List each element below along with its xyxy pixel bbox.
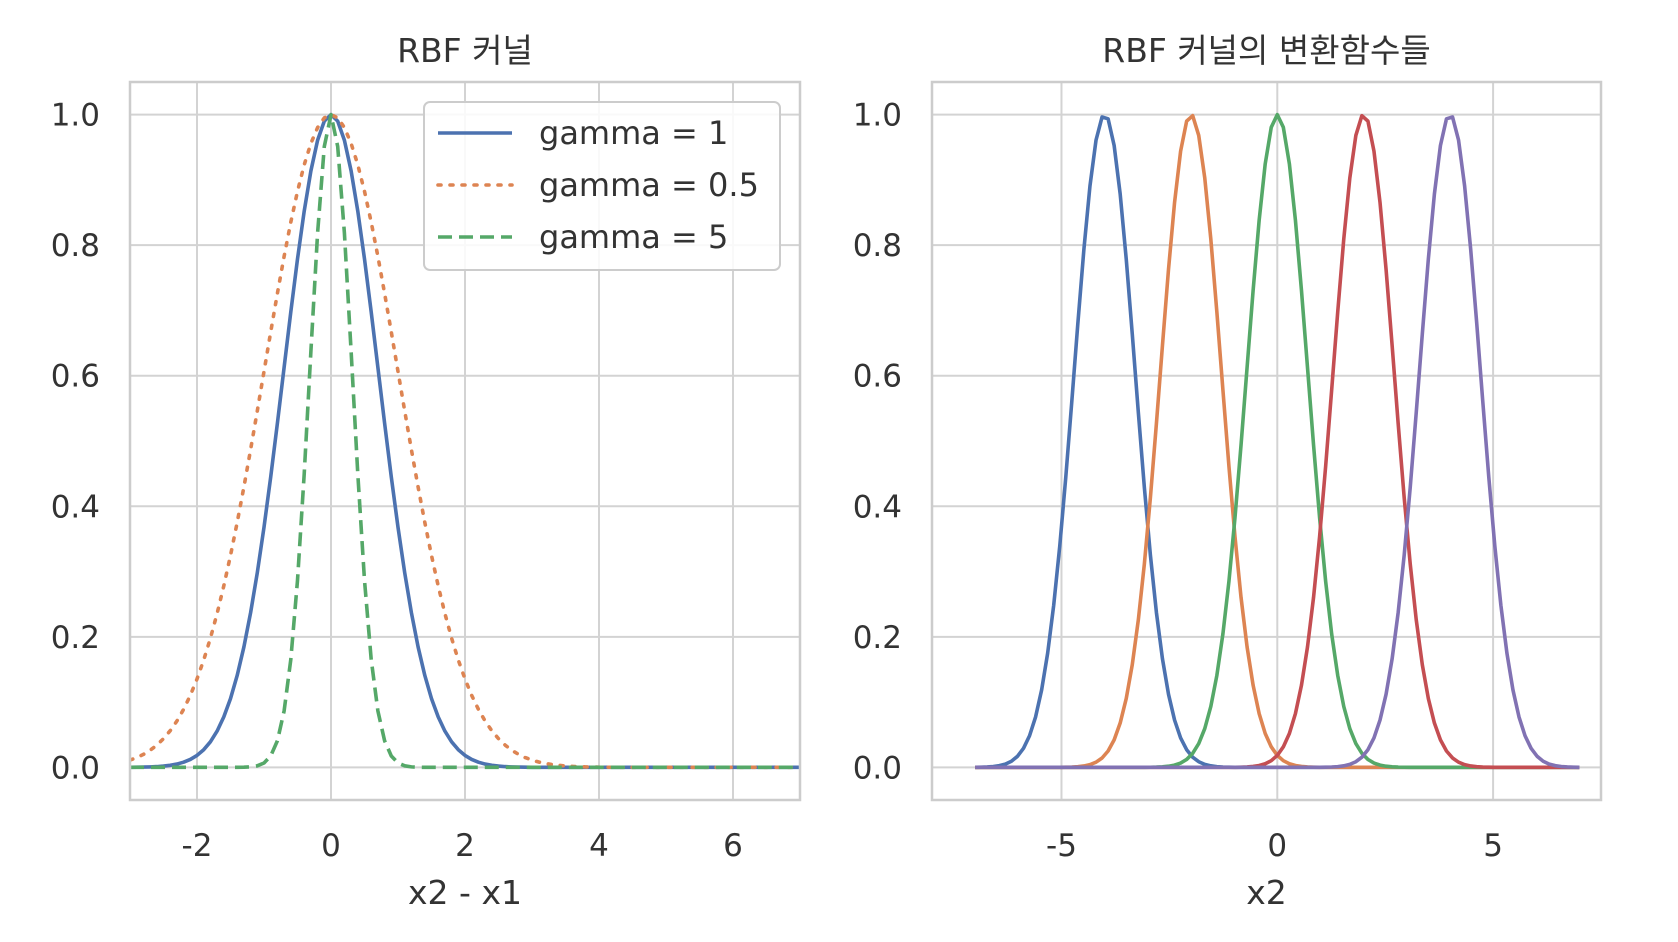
y-tick-label: 0.0	[51, 750, 100, 786]
y-tick-label: 0.4	[51, 489, 100, 525]
x-axis-label: x2	[1246, 873, 1287, 912]
chart-title: RBF 커널의 변환함수들	[1102, 31, 1430, 70]
legend-label: gamma = 1	[539, 114, 728, 152]
series-group	[130, 112, 800, 770]
chart-title: RBF 커널	[397, 31, 533, 70]
x-tick-label: 6	[723, 828, 743, 864]
left-chart-rbf-kernel: -2 0 2 4 6 0.0 0.2 0.4 0.6 0.8 1.0 RBF 커널 x2 - x1 gam…	[51, 31, 802, 912]
series-line-center-4	[975, 115, 1580, 770]
y-tick-label: 1.0	[51, 98, 100, 134]
y-tick-label: 0.6	[853, 359, 902, 395]
x-tick-label: -2	[182, 828, 213, 864]
y-tick-label: 0.2	[51, 620, 100, 656]
legend-label: gamma = 0.5	[539, 166, 759, 204]
plot-frame	[930, 80, 1603, 802]
y-tick-label: 0.8	[51, 228, 100, 264]
right-chart-rbf-transform-functions: -5 0 5 0.0 0.2 0.4 0.6 0.8 1.0 RBF 커널의 변환함수들 x2	[853, 31, 1603, 912]
x-tick-label: 2	[455, 828, 475, 864]
legend: gamma = 1 gamma = 0.5 gamma = 5	[423, 101, 781, 271]
y-tick-label: 0.8	[853, 228, 902, 264]
y-tick-label: 1.0	[853, 98, 902, 134]
x-axis-label: x2 - x1	[408, 873, 522, 912]
y-tick-label: 0.0	[853, 750, 902, 786]
y-tick-label: 0.2	[853, 620, 902, 656]
legend-label: gamma = 5	[539, 218, 728, 256]
plot-area	[932, 82, 1601, 800]
legend-box	[423, 101, 781, 271]
x-tick-label: 0	[1267, 828, 1287, 864]
y-tick-label: 0.4	[853, 489, 902, 525]
plot-frame	[128, 80, 802, 802]
series-group	[975, 112, 1580, 770]
y-tick-label: 0.6	[51, 359, 100, 395]
x-tick-label: 4	[589, 828, 609, 864]
series-line-gamma-1	[130, 112, 800, 770]
x-tick-label: 5	[1483, 828, 1503, 864]
series-line-gamma-5	[130, 112, 800, 770]
x-tick-label: 0	[321, 828, 341, 864]
x-tick-label: -5	[1046, 828, 1077, 864]
